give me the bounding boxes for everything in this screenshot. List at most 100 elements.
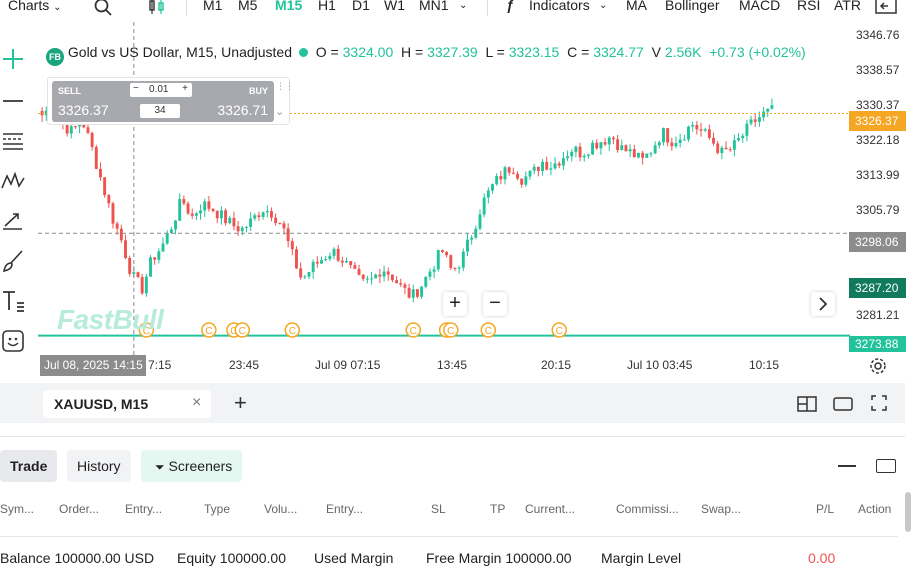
candle-body <box>107 195 111 204</box>
lot-decrease-button[interactable]: − <box>133 83 139 94</box>
candle-body <box>657 142 661 146</box>
crosshair-tool-icon[interactable] <box>0 46 26 72</box>
scroll-right-button[interactable] <box>811 292 835 316</box>
col-action[interactable]: Action <box>858 502 892 516</box>
indicator-rsi[interactable]: RSI <box>797 0 821 13</box>
candle-body <box>745 123 749 136</box>
candle-body <box>595 142 599 149</box>
candle-body <box>670 142 674 147</box>
candle-body <box>757 117 761 122</box>
timeframe-m15[interactable]: M15 <box>275 0 303 13</box>
timeframe-m1[interactable]: M1 <box>203 0 223 13</box>
indicator-ma[interactable]: MA <box>626 0 647 13</box>
candle-type-icon[interactable] <box>147 0 167 19</box>
indicator-atr[interactable]: ATR <box>834 0 861 13</box>
col-entry-time[interactable]: Entry... <box>125 502 163 516</box>
price-axis[interactable]: 3346.76 3338.57 3330.37 3322.18 3313.99 … <box>850 22 906 352</box>
candle-body <box>219 210 223 219</box>
candle-body <box>390 274 394 281</box>
collapse-chevron-icon[interactable]: ⌄ <box>275 106 285 118</box>
timeframe-d1[interactable]: D1 <box>352 0 370 13</box>
candle-body <box>290 241 294 250</box>
candle-body <box>65 124 69 134</box>
time-axis[interactable]: 7:15 23:45 Jul 09 07:15 13:45 20:15 Jul … <box>38 352 850 378</box>
lot-value[interactable]: 0.01 <box>149 84 169 95</box>
single-layout-icon[interactable] <box>833 396 853 417</box>
exit-fullscreen-icon[interactable] <box>875 0 897 19</box>
timeframe-chevron-down-icon[interactable]: ⌄ <box>459 0 468 11</box>
candle-body <box>728 149 732 151</box>
drag-handle-icon[interactable]: ⋮⋮ <box>276 81 294 91</box>
col-current[interactable]: Current... <box>525 502 576 516</box>
close-label: C = <box>567 44 590 60</box>
timeframe-m5[interactable]: M5 <box>238 0 258 13</box>
minimize-panel-icon[interactable] <box>838 465 856 467</box>
col-type[interactable]: Type <box>204 502 231 516</box>
add-tab-icon[interactable]: + <box>234 390 247 415</box>
indicators-button[interactable]: Indicators <box>529 0 590 13</box>
time-tick: Jul 09 07:15 <box>315 358 381 372</box>
candle-body <box>282 223 286 229</box>
col-sl[interactable]: SL <box>431 502 446 516</box>
search-icon[interactable] <box>94 0 112 19</box>
candle-body <box>378 274 382 277</box>
tab-screeners[interactable]: ⏷ Screeners <box>141 450 243 482</box>
close-icon[interactable]: × <box>192 394 202 411</box>
open-label: O = <box>315 44 339 60</box>
fibonacci-tool-icon[interactable] <box>0 128 26 154</box>
event-marker-icon <box>405 322 422 338</box>
buy-button[interactable]: BUY 3326.71 <box>178 81 274 122</box>
indicator-bollinger[interactable]: Bollinger <box>665 0 720 13</box>
projection-tool-icon[interactable] <box>0 208 26 234</box>
col-tp[interactable]: TP <box>490 502 506 516</box>
candle-body <box>737 138 741 141</box>
fullscreen-icon[interactable] <box>871 395 887 416</box>
timeframe-mn1[interactable]: MN1 <box>419 0 449 13</box>
pattern-tool-icon[interactable] <box>0 168 26 194</box>
emoji-tool-icon[interactable] <box>0 328 26 354</box>
indicators-chevron-down-icon: ⌄ <box>599 0 608 11</box>
candle-body <box>424 276 428 287</box>
candle-body <box>244 226 248 228</box>
indicator-macd[interactable]: MACD <box>739 0 781 13</box>
chart-tab-xauusd[interactable]: XAUUSD, M15 × <box>43 390 211 418</box>
candle-body <box>82 123 86 128</box>
panel-scrollbar[interactable] <box>905 492 911 532</box>
tab-history[interactable]: History <box>67 450 131 482</box>
zoom-in-button[interactable]: + <box>443 292 467 316</box>
charts-menu[interactable]: Charts ⌄ <box>8 0 62 13</box>
lot-increase-button[interactable]: + <box>182 83 188 94</box>
candle-body <box>399 283 403 285</box>
maximize-panel-icon[interactable] <box>876 459 896 473</box>
zoom-out-button[interactable]: − <box>483 292 507 316</box>
col-entry-price[interactable]: Entry... <box>326 502 364 516</box>
event-marker-label: C <box>556 326 563 337</box>
col-commission[interactable]: Commissi... <box>616 502 679 516</box>
settings-gear-icon[interactable] <box>869 357 887 380</box>
lot-stepper[interactable]: − 0.01 + <box>130 83 192 97</box>
candle-body <box>299 268 303 278</box>
col-volume[interactable]: Volu... <box>264 502 298 516</box>
split-layout-icon[interactable] <box>797 396 817 417</box>
tab-trade[interactable]: Trade <box>0 450 58 482</box>
table-header-divider <box>0 536 898 537</box>
event-marker-label: C <box>143 326 150 337</box>
col-order[interactable]: Order... <box>59 502 100 516</box>
horizontal-line-tool-icon[interactable] <box>0 88 26 114</box>
timeframe-h1[interactable]: H1 <box>318 0 336 13</box>
col-swap[interactable]: Swap... <box>701 502 742 516</box>
equity-value: Equity 100000.00 <box>177 550 286 566</box>
candle-body <box>457 267 461 269</box>
col-symbol[interactable]: Sym... <box>0 502 35 516</box>
candle-body <box>536 166 540 171</box>
timeframe-w1[interactable]: W1 <box>384 0 405 13</box>
candle-body <box>707 129 711 138</box>
brush-tool-icon[interactable] <box>0 248 26 274</box>
text-tool-icon[interactable] <box>0 288 26 314</box>
col-pl[interactable]: P/L <box>816 502 835 516</box>
candle-body <box>499 176 503 180</box>
fastbull-watermark: FastBull <box>57 304 164 335</box>
candle-body <box>645 153 649 158</box>
price-tick: 3346.76 <box>856 28 900 42</box>
event-marker-icon <box>284 322 301 338</box>
